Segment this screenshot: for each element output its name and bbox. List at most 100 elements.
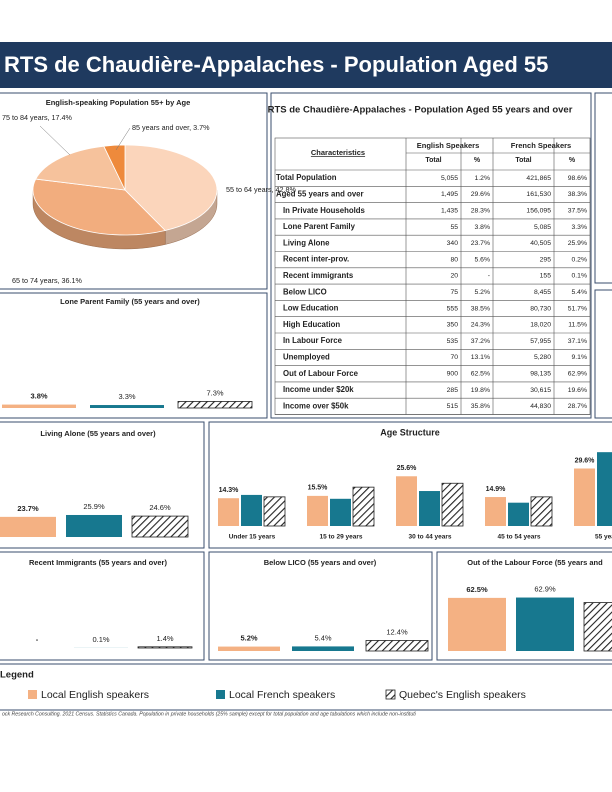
sub-header: Total (515, 157, 531, 164)
bar (137, 646, 193, 649)
cell: 0.2% (572, 256, 588, 263)
cell: 37.5% (568, 208, 587, 215)
chart-title: English-speaking Population 55+ by Age (46, 98, 191, 107)
bar (90, 405, 164, 408)
chart-title: Living Alone (55 years and over) (40, 429, 156, 438)
cell: 75 (450, 289, 458, 296)
cell: 9.1% (572, 354, 588, 361)
bar (597, 452, 612, 526)
data-label: 0.1% (92, 635, 109, 644)
pie-slice (35, 145, 126, 191)
row-label: In Private Households (283, 206, 366, 215)
panel (0, 551, 205, 661)
panel (0, 292, 268, 419)
cell: 70 (450, 354, 458, 361)
cell: 155 (540, 273, 552, 280)
bar (330, 498, 351, 526)
row-label: Out of Labour Force (283, 369, 359, 378)
cell: 515 (447, 403, 459, 410)
x-tick-label: 15 to 29 years (319, 534, 362, 541)
pie-slice (32, 178, 167, 236)
cell: 8,455 (534, 289, 551, 296)
panel (594, 92, 612, 284)
bar (241, 494, 262, 526)
cell: 37.1% (568, 338, 587, 345)
cell: 1.2% (475, 175, 491, 182)
row-label: In Labour Force (283, 336, 343, 345)
legend-swatch (28, 690, 37, 699)
data-label: 3.3% (118, 392, 135, 401)
cell: 80,730 (530, 305, 551, 312)
cell: 5,280 (534, 354, 551, 361)
bar (365, 640, 429, 652)
legend-title: Legend (0, 670, 34, 681)
bar (448, 597, 506, 651)
cell: 3.8% (475, 224, 491, 231)
cell: 5,085 (534, 224, 551, 231)
data-label: 14.3% (219, 487, 240, 494)
data-label: 5.2% (240, 634, 257, 643)
cell: 44,830 (530, 403, 551, 410)
bar (0, 516, 56, 537)
data-label: 25.6% (397, 465, 418, 472)
data-label: 15.5% (308, 485, 329, 492)
bar (292, 646, 354, 651)
table-frame (274, 137, 591, 415)
cell: 98,135 (530, 371, 551, 378)
cell: 285 (447, 387, 459, 394)
page-title: RTS de Chaudière-Appalaches - Population… (4, 52, 548, 77)
bar (263, 496, 286, 527)
panel (270, 92, 592, 419)
bar (66, 514, 122, 537)
cell: 28.7% (568, 403, 587, 410)
pie-label: 55 to 64 years, 42.8% (226, 185, 297, 194)
row-label: Income under $20k (283, 385, 354, 394)
bar (530, 496, 553, 527)
bar (218, 646, 280, 651)
pie-slice (124, 144, 218, 231)
cell: 421,865 (526, 175, 551, 182)
pie-label: 75 to 84 years, 17.4% (2, 113, 73, 122)
cell: 98.6% (568, 175, 587, 182)
cell: 55 (450, 224, 458, 231)
leader-line (39, 125, 71, 156)
row-label: Below LICO (283, 287, 327, 296)
col-header: Characteristics (311, 148, 365, 157)
sub-header: Total (425, 157, 441, 164)
row-label: Aged 55 years and over (276, 190, 364, 199)
cell: 13.1% (471, 354, 490, 361)
cell: 57,955 (530, 338, 551, 345)
cell: 11.5% (568, 322, 587, 329)
data-label: 62.9% (534, 585, 556, 594)
row-label: High Education (283, 320, 340, 329)
chart-title: Age Structure (380, 427, 440, 437)
cell: 350 (447, 322, 459, 329)
cell: - (488, 273, 490, 280)
cell: 23.7% (471, 240, 490, 247)
x-tick-label: 55 years (595, 534, 612, 541)
sub-header: % (474, 157, 481, 164)
data-label: 29.6% (575, 457, 596, 464)
legend-swatch (385, 689, 396, 700)
data-label: 5.4% (314, 633, 331, 642)
cell: 62.9% (568, 371, 587, 378)
cell: 19.6% (568, 387, 587, 394)
cell: 20 (450, 273, 458, 280)
row-label: Low Education (283, 304, 339, 313)
cell: 40,505 (530, 240, 551, 247)
chart-title: Out of the Labour Force (55 years and (467, 558, 603, 567)
bar (307, 495, 328, 526)
row-label: Living Alone (283, 238, 330, 247)
legend-label: Quebec's English speakers (399, 689, 526, 701)
cell: 24.3% (471, 322, 490, 329)
row-label: Lone Parent Family (283, 222, 356, 231)
cell: 1,435 (441, 208, 458, 215)
cell: 19.8% (471, 387, 490, 394)
cell: 156,095 (526, 208, 551, 215)
panel (594, 289, 612, 419)
pie-label: 65 to 74 years, 36.1% (12, 276, 83, 285)
source-note: ock Research Consulting. 2021 Census. St… (2, 711, 417, 717)
bar (419, 491, 440, 526)
